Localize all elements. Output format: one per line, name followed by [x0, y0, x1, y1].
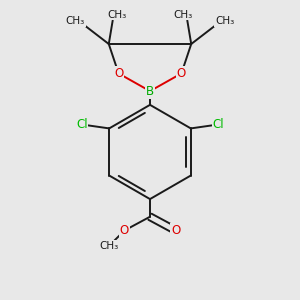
Text: O: O — [114, 67, 123, 80]
Text: O: O — [177, 67, 186, 80]
Text: O: O — [171, 224, 180, 237]
Text: CH₃: CH₃ — [107, 10, 126, 20]
Text: CH₃: CH₃ — [215, 16, 234, 26]
Text: B: B — [146, 85, 154, 98]
Text: CH₃: CH₃ — [99, 241, 119, 251]
Text: Cl: Cl — [212, 118, 224, 131]
Text: O: O — [120, 224, 129, 237]
Text: Cl: Cl — [76, 118, 88, 131]
Text: CH₃: CH₃ — [174, 10, 193, 20]
Text: CH₃: CH₃ — [66, 16, 85, 26]
